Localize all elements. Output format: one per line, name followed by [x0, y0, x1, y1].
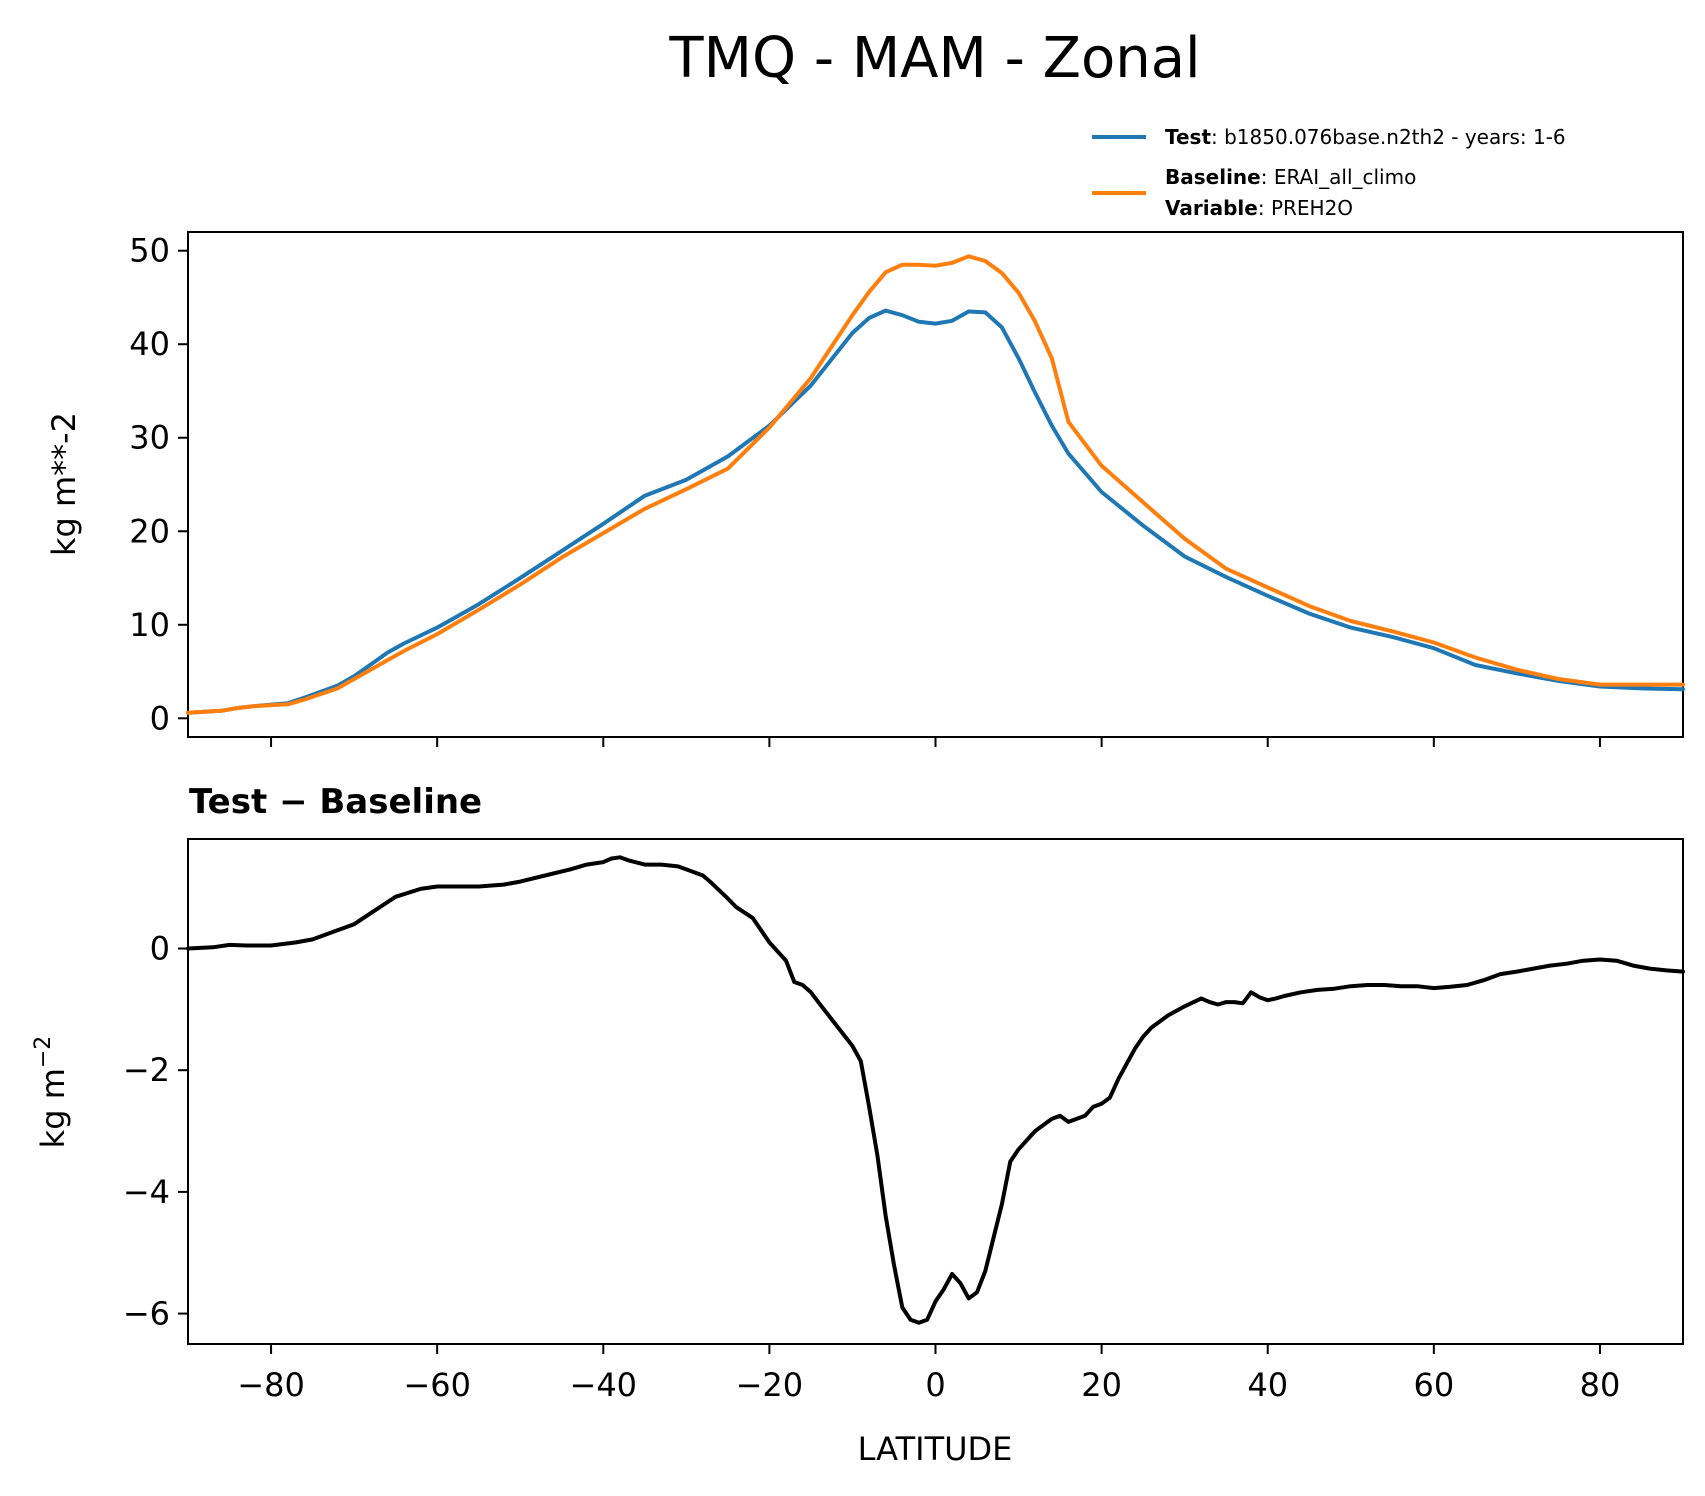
- legend-variable-value: : PREH2O: [1258, 196, 1353, 220]
- top-plot-frame: [187, 231, 1684, 738]
- x-tick-label: −80: [237, 1366, 305, 1404]
- x-axis-label: LATITUDE: [858, 1430, 1013, 1468]
- chart-title: TMQ - MAM - Zonal: [668, 26, 1200, 91]
- y-tick-label: 10: [129, 606, 170, 644]
- bottom-y-axis-label-sup: −2: [31, 1036, 56, 1068]
- x-tick-label: 40: [1247, 1366, 1288, 1404]
- x-tick-label: 0: [925, 1366, 945, 1404]
- y-tick-label: 0: [150, 699, 170, 737]
- legend-test-entry: Test: b1850.076base.n2th2 - years: 1-6: [1165, 125, 1566, 149]
- top-y-axis-label: kg m**-2: [45, 412, 83, 556]
- x-tick-label: −40: [570, 1366, 638, 1404]
- bottom-y-axis-label: kg m−2: [31, 1036, 72, 1149]
- bottom-y-axis-label-main: kg m: [34, 1068, 72, 1148]
- legend-variable-key: Variable: [1165, 196, 1258, 220]
- difference-series-line: [186, 855, 1685, 1325]
- legend-baseline-entry: Baseline: ERAI_all_climo: [1165, 165, 1416, 189]
- legend-baseline-key: Baseline: [1165, 165, 1261, 189]
- y-tick-label: 20: [129, 512, 170, 550]
- legend-test-key: Test: [1165, 125, 1211, 149]
- y-tick-label: 30: [129, 419, 170, 457]
- x-tick-label: −20: [736, 1366, 804, 1404]
- bottom-x-ticks: −80 −60 −40 −20 0 20 40 60 80: [237, 1344, 1620, 1404]
- baseline-series-line: [186, 254, 1685, 715]
- bottom-series-lines: [186, 855, 1685, 1325]
- y-tick-label: 40: [129, 325, 170, 363]
- legend-baseline-value: : ERAI_all_climo: [1261, 165, 1417, 189]
- bottom-plot-frame: [187, 838, 1684, 1345]
- y-tick-label: −2: [123, 1051, 170, 1089]
- x-tick-label: 20: [1081, 1366, 1122, 1404]
- test-series-line: [186, 308, 1685, 715]
- legend-variable-entry: Variable: PREH2O: [1165, 196, 1353, 220]
- x-tick-label: 80: [1580, 1366, 1621, 1404]
- bottom-panel: 0−2−4−6 −80 −60 −40 −20 0 20 40 60 80 kg m−2 LAT…: [31, 838, 1685, 1468]
- y-tick-label: −6: [123, 1295, 170, 1333]
- y-tick-label: −4: [123, 1173, 170, 1211]
- bottom-y-ticks: 0 −2 −4 −6: [123, 930, 188, 1333]
- y-tick-label: 0: [150, 930, 170, 968]
- y-tick-label: 50: [129, 232, 170, 270]
- x-tick-label: 60: [1413, 1366, 1454, 1404]
- top-series-lines: [186, 254, 1685, 715]
- top-panel: 0 10 20 30 40 50 kg m**-2: [45, 231, 1685, 747]
- x-tick-label: −60: [403, 1366, 471, 1404]
- top-y-ticks: 0 10 20 30 40 50: [129, 232, 188, 737]
- legend: Test: b1850.076base.n2th2 - years: 1-6 B…: [1092, 125, 1566, 220]
- difference-panel-title: Test − Baseline: [189, 782, 482, 822]
- top-x-ticks: [270, 737, 1601, 747]
- legend-test-value: : b1850.076base.n2th2 - years: 1-6: [1211, 125, 1566, 149]
